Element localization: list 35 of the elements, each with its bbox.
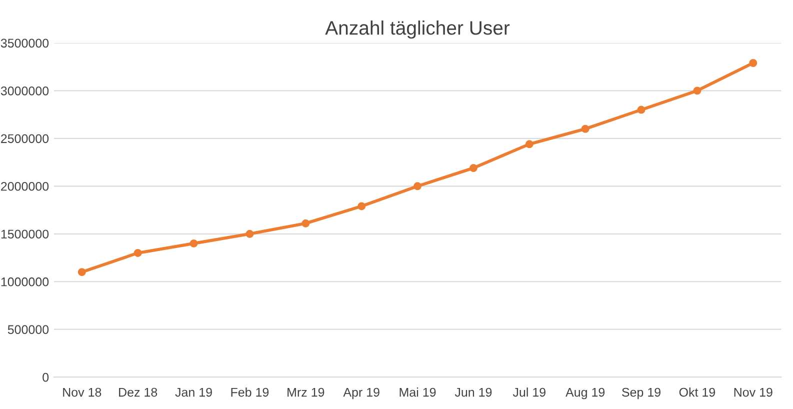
chart-title: Anzahl täglicher User [325, 20, 510, 39]
y-tick-label: 2000000 [1, 182, 49, 191]
y-tick-label: 0 [42, 372, 49, 382]
y-tick-label: 1000000 [1, 277, 49, 286]
x-tick-label: Sep 19 [622, 388, 660, 400]
point [246, 230, 254, 238]
x-tick-label: Jul 19 [512, 388, 546, 397]
point [637, 106, 646, 114]
x-tick-label: Dez 18 [119, 388, 158, 397]
y-tick-label: 1500000 [1, 230, 49, 239]
point [358, 202, 366, 210]
point [581, 124, 590, 133]
point [134, 248, 142, 257]
point [749, 59, 758, 67]
y-tick-label: 3000000 [0, 86, 49, 96]
x-tick-label: Jun 19 [454, 388, 492, 397]
point [78, 268, 86, 276]
point [525, 140, 534, 148]
x-tick-label: Nov 18 [63, 388, 102, 397]
y-tick-label: 2500000 [1, 134, 49, 144]
point [302, 219, 310, 228]
x-tick-label: Feb 19 [231, 388, 269, 397]
point [414, 182, 422, 190]
x-tick-label: Aug 19 [566, 388, 605, 400]
x-tick-label: Apr 19 [343, 388, 380, 400]
x-tick-label: Jan 19 [175, 388, 212, 397]
point [693, 86, 702, 95]
point [190, 239, 198, 248]
y-tick-label: 3500000 [0, 38, 49, 48]
point [469, 164, 478, 172]
x-tick-label: Mrz 19 [288, 388, 324, 397]
x-tick-label: Nov 19 [734, 388, 772, 397]
y-tick-label: 500000 [8, 325, 49, 334]
x-tick-label: Mai 19 [400, 388, 436, 397]
x-tick-label: Okt 19 [679, 388, 716, 397]
